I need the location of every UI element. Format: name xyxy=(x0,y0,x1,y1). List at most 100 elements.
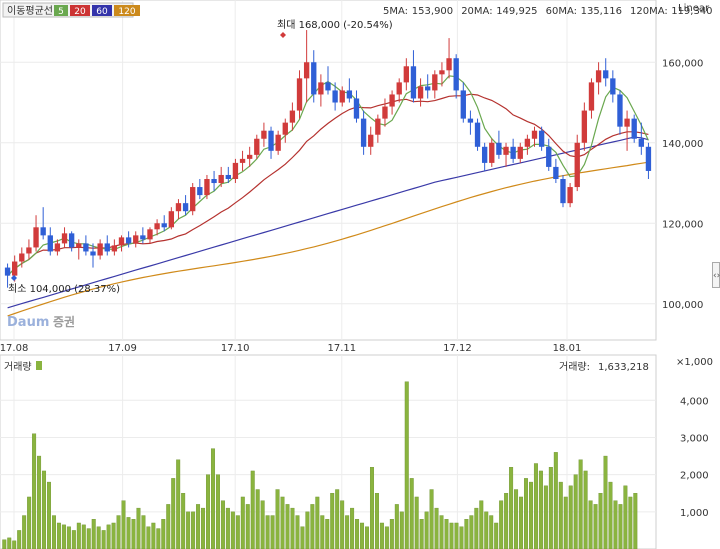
volume-bar xyxy=(519,496,524,549)
ma-readout-value: 135,116 xyxy=(581,6,622,17)
candle-body xyxy=(211,179,217,184)
volume-bar xyxy=(394,504,399,549)
volume-bar xyxy=(494,522,499,549)
volume-bar xyxy=(61,524,66,549)
candle-body xyxy=(161,223,167,228)
volume-bar xyxy=(186,511,191,549)
volume-bar xyxy=(305,511,310,549)
daum-watermark: Daum 증권 xyxy=(7,315,75,330)
candle-body xyxy=(638,138,644,147)
candle-body xyxy=(360,118,367,147)
candle-body xyxy=(446,58,452,71)
volume-y-axis: 1,000 2,000 3,000 4,000 xyxy=(680,396,709,519)
volume-bar xyxy=(12,540,17,549)
volume-bar xyxy=(300,526,305,549)
volume-bar xyxy=(201,507,206,549)
candle-body xyxy=(382,106,388,119)
candle-body xyxy=(425,86,431,91)
price-panel xyxy=(0,0,657,341)
volume-bar xyxy=(459,526,464,549)
candle-body xyxy=(268,130,274,151)
volume-bar xyxy=(146,526,151,549)
volume-bar xyxy=(156,528,161,549)
volume-bar xyxy=(409,478,414,549)
watermark-brand: Daum xyxy=(7,315,49,330)
scale-toggle[interactable]: Linear xyxy=(678,3,710,14)
volume-bar xyxy=(290,507,295,549)
volume-tick-label: 2,000 xyxy=(680,471,709,482)
candle-body xyxy=(54,243,61,252)
candle-body xyxy=(76,243,82,248)
volume-bar xyxy=(111,522,116,549)
ma-period-120-toggle[interactable] xyxy=(114,5,140,16)
ma-period-5-label: 5 xyxy=(58,7,64,17)
candle-body xyxy=(311,62,317,95)
candle-body xyxy=(275,134,281,151)
volume-bar xyxy=(583,470,588,549)
volume-tick-label: 4,000 xyxy=(680,396,709,407)
volume-bar xyxy=(260,500,265,549)
candle-body xyxy=(190,187,196,212)
ma-period-120-label: 120 xyxy=(118,7,135,17)
volume-readout-value: 1,633,218 xyxy=(598,362,649,373)
volume-bar xyxy=(315,496,320,549)
candle-body xyxy=(567,187,573,204)
volume-bar xyxy=(66,526,71,549)
x-tick-label: 18.01 xyxy=(553,343,582,354)
volume-bar xyxy=(439,515,444,549)
ma-period-toggles[interactable]: 5 20 60 120 xyxy=(54,5,140,17)
volume-bar xyxy=(32,433,37,549)
volume-bar xyxy=(578,459,583,549)
candle-body xyxy=(339,90,345,103)
volume-bar xyxy=(355,519,360,549)
volume-bar xyxy=(215,474,220,549)
ma-readout-label: 120MA: xyxy=(630,6,668,17)
volume-bar xyxy=(588,500,593,549)
candle-body xyxy=(282,122,288,135)
candle-body xyxy=(581,110,588,143)
volume-bar xyxy=(7,537,12,549)
volume-bar xyxy=(37,455,42,549)
grid-lines xyxy=(0,0,656,549)
volume-bar xyxy=(245,504,250,549)
candle-body xyxy=(318,82,324,95)
volume-bar xyxy=(196,504,201,549)
candle-body xyxy=(467,118,474,123)
candle-body xyxy=(595,70,602,83)
candle-body xyxy=(474,122,481,147)
volume-bar xyxy=(509,467,514,549)
candle-body xyxy=(83,243,89,252)
volume-bar xyxy=(444,519,449,549)
candle-body xyxy=(111,245,118,252)
candle-body xyxy=(33,227,39,248)
volume-bar xyxy=(469,515,474,549)
candle-body xyxy=(97,243,103,256)
candle-body xyxy=(624,118,630,127)
candle-body xyxy=(524,138,531,147)
panel-toggle-button[interactable]: ‹› xyxy=(712,262,720,288)
volume-bar xyxy=(151,522,156,549)
candle-body xyxy=(432,74,438,91)
volume-bar xyxy=(543,485,548,549)
candle-body xyxy=(403,66,409,83)
candle-body xyxy=(588,82,595,111)
candle-body xyxy=(453,58,459,91)
volume-bar xyxy=(166,504,171,549)
ma-period-20-toggle[interactable] xyxy=(70,5,90,16)
candle-body xyxy=(481,146,488,163)
volume-bar xyxy=(56,522,61,549)
volume-bar xyxy=(345,515,350,549)
volume-bar xyxy=(514,489,519,549)
ma-period-60-toggle[interactable] xyxy=(92,5,112,16)
candle-body xyxy=(610,78,616,95)
candle-body xyxy=(560,179,566,204)
ma120-line xyxy=(7,161,649,317)
volume-bar xyxy=(265,515,270,549)
volume-bar xyxy=(295,515,300,549)
indicator-toolbar[interactable]: 이동평균선 5 20 60 120 xyxy=(2,2,140,18)
ma-period-5-toggle[interactable] xyxy=(54,5,68,16)
volume-bar xyxy=(365,526,369,549)
volume-bar xyxy=(360,522,365,549)
volume-bar xyxy=(176,459,181,549)
candle-body xyxy=(553,166,559,179)
